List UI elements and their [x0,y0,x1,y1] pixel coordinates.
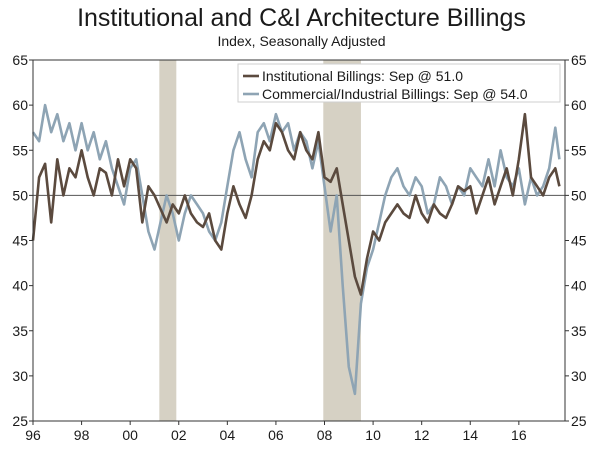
legend-label-2: Commercial/Industrial Billings: Sep @ 54… [262,86,528,102]
x-tick-label: 04 [220,427,236,443]
y-axis-right: 25 30 35 40 45 50 55 60 65 [565,52,587,429]
x-tick-label: 98 [74,427,90,443]
y-tick-label: 50 [12,187,28,203]
y-tick-label-right: 35 [571,323,587,339]
x-tick-label: 10 [365,427,381,443]
x-tick-label: 02 [171,427,187,443]
y-tick-label-right: 60 [571,97,587,113]
recession-band-2 [323,60,361,421]
series-line-1 [31,112,561,296]
series-layer [31,103,561,396]
y-tick-label-right: 40 [571,278,587,294]
x-tick-label: 12 [414,427,430,443]
chart-title: Institutional and C&I Architecture Billi… [77,4,526,32]
y-tick-label-right: 50 [571,187,587,203]
y-tick-label: 30 [12,368,28,384]
y-tick-label: 40 [12,278,28,294]
x-tick-label: 14 [462,427,478,443]
y-tick-label-right: 55 [571,142,587,158]
y-tick-label: 25 [12,413,28,429]
y-tick-label-right: 25 [571,413,587,429]
plot-frame [32,59,566,422]
y-tick-label-right: 30 [571,368,587,384]
y-tick-label: 65 [12,52,28,68]
y-tick-label: 35 [12,323,28,339]
recession-band-1 [159,60,177,421]
y-tick-label: 60 [12,97,28,113]
x-tick-label: 08 [317,427,333,443]
recession-bands [159,60,361,421]
y-axis-left: 25 30 35 40 45 50 55 60 65 [12,52,33,429]
x-tick-label: 16 [511,427,527,443]
legend-label-1: Institutional Billings: Sep @ 51.0 [262,68,463,84]
x-tick-label: 00 [122,427,138,443]
x-tick-label: 06 [268,427,284,443]
y-tick-label: 45 [12,233,28,249]
y-tick-label: 55 [12,142,28,158]
x-tick-label: 96 [25,427,41,443]
y-tick-label-right: 65 [571,52,587,68]
chart-subtitle: Index, Seasonally Adjusted [217,33,386,49]
x-axis: 96 98 00 02 04 06 08 10 12 14 16 [25,421,527,443]
y-tick-label-right: 45 [571,233,587,249]
legend: Institutional Billings: Sep @ 51.0 Commer… [237,63,561,103]
legend-box [237,63,561,103]
